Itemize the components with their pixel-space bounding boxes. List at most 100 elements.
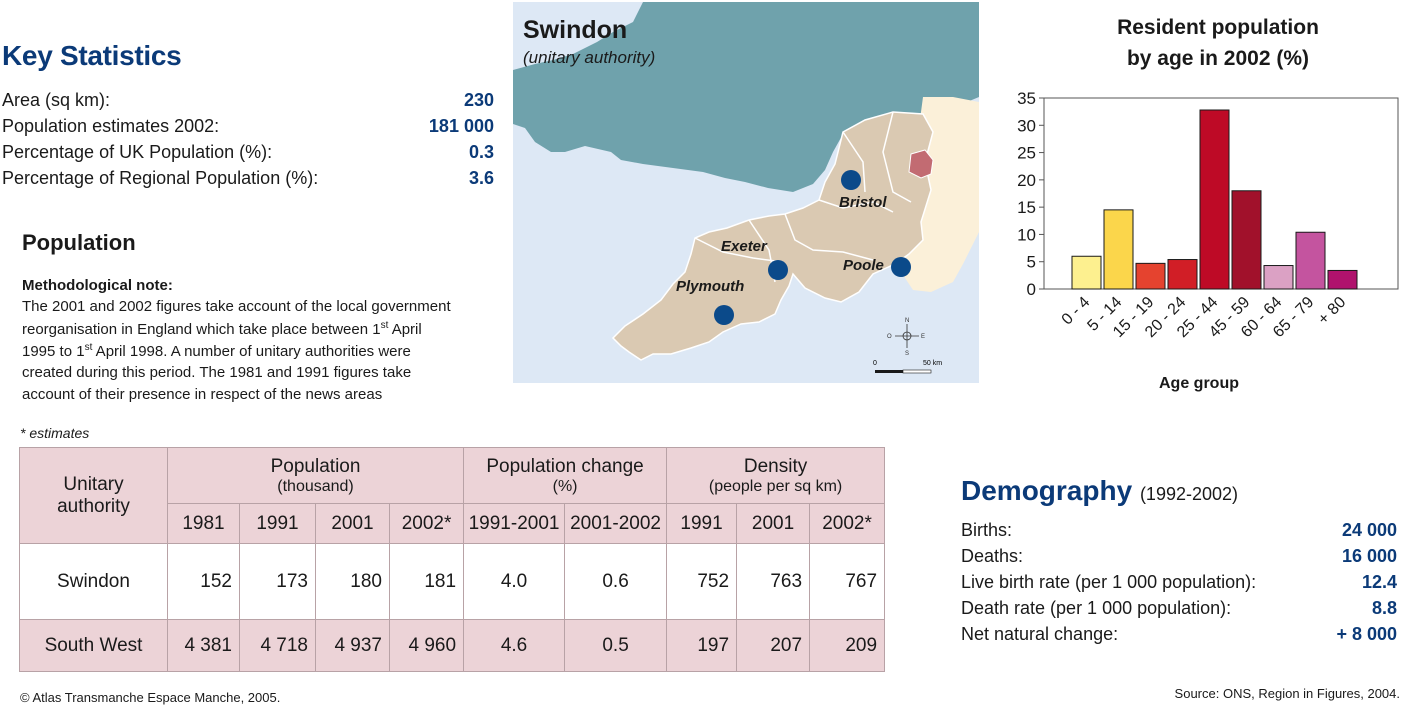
header-density: Density (people per sq km) bbox=[666, 447, 886, 504]
chart-title: Resident population by age in 2002 (%) bbox=[1060, 12, 1376, 74]
compass-n: N bbox=[905, 318, 909, 324]
note-line: The 2001 and 2002 figures take account o… bbox=[22, 298, 451, 315]
table-cell: 152 bbox=[167, 543, 240, 620]
y-tick-label: 30 bbox=[1017, 116, 1036, 135]
table-cell: 4 718 bbox=[239, 619, 316, 672]
note-text: reorganisation in England which take pla… bbox=[22, 321, 381, 338]
demography-period: (1992-2002) bbox=[1139, 484, 1239, 504]
compass-icon: N S E O bbox=[887, 318, 925, 357]
stat-row-area: Area (sq km): 230 bbox=[2, 90, 494, 116]
compass-w: O bbox=[887, 334, 892, 340]
demo-value: 24 000 bbox=[1341, 520, 1397, 540]
stat-label: Percentage of Regional Population (%): bbox=[2, 168, 319, 188]
stat-value: 3.6 bbox=[468, 168, 494, 188]
y-tick-label: 10 bbox=[1017, 225, 1036, 244]
header-text: authority bbox=[57, 495, 130, 517]
y-tick-label: 15 bbox=[1017, 198, 1036, 217]
column-header: 1991 bbox=[239, 503, 316, 544]
column-header: 2002* bbox=[809, 503, 886, 544]
table-row: Swindon 152 173 180 181 4.0 0.6 752 763 … bbox=[19, 543, 886, 620]
key-statistics-title: Key Statistics bbox=[2, 40, 182, 71]
city-marker-exeter bbox=[768, 260, 788, 280]
y-tick-label: 35 bbox=[1017, 89, 1036, 108]
column-header: 2002* bbox=[388, 503, 465, 544]
header-group-sub: (thousand) bbox=[277, 477, 354, 495]
demography-title: Demography bbox=[961, 475, 1133, 506]
demography-heading: Demography (1992-2002) bbox=[961, 475, 1238, 507]
y-tick-label: 25 bbox=[1017, 144, 1036, 163]
stat-value: 230 bbox=[463, 90, 494, 110]
x-tick-label: + 80 bbox=[1315, 294, 1349, 328]
header-text: Unitary bbox=[63, 473, 124, 495]
demo-row-deaths: Deaths: 16 000 bbox=[961, 546, 1397, 572]
scale-end: 50 km bbox=[923, 360, 942, 367]
demo-value: 8.8 bbox=[1371, 598, 1397, 618]
table-cell: 0.6 bbox=[564, 543, 668, 620]
demo-label: Births: bbox=[961, 520, 1013, 540]
table-cell: 4 960 bbox=[388, 619, 465, 672]
column-header: 1981 bbox=[167, 503, 240, 544]
header-group-title: Population bbox=[270, 455, 361, 477]
column-header: 2001 bbox=[736, 503, 811, 544]
note-line: account of their presence in respect of … bbox=[22, 386, 383, 403]
row-name: South West bbox=[19, 619, 168, 672]
bar-0 bbox=[1071, 255, 1102, 290]
demo-label: Death rate (per 1 000 population): bbox=[961, 598, 1232, 618]
map-title: Swindon bbox=[523, 16, 628, 44]
note-line: reorganisation in England which take pla… bbox=[22, 320, 422, 338]
bar-6 bbox=[1263, 265, 1294, 290]
demo-value: + 8 000 bbox=[1336, 624, 1397, 644]
y-tick-label: 5 bbox=[1027, 253, 1036, 272]
chart-title-line: Resident population bbox=[1117, 16, 1319, 39]
table-cell: 4 381 bbox=[167, 619, 240, 672]
header-unitary-authority: Unitary authority bbox=[19, 447, 168, 544]
demo-row-births: Births: 24 000 bbox=[961, 520, 1397, 546]
scale-start: 0 bbox=[873, 360, 877, 367]
demo-label: Live birth rate (per 1 000 population): bbox=[961, 572, 1257, 592]
estimates-note: * estimates bbox=[20, 425, 90, 441]
bar-2 bbox=[1135, 262, 1166, 290]
chart-title-line: by age in 2002 (%) bbox=[1126, 47, 1310, 70]
header-group-title: Density bbox=[743, 455, 808, 477]
stat-label: Area (sq km): bbox=[2, 90, 111, 110]
table-cell: 767 bbox=[809, 543, 886, 620]
city-label-plymouth: Plymouth bbox=[676, 278, 745, 295]
table-cell: 4.0 bbox=[463, 543, 566, 620]
table-cell: 4.6 bbox=[463, 619, 566, 672]
demo-row-net-natural-change: Net natural change: + 8 000 bbox=[961, 624, 1397, 650]
note-sup: st bbox=[380, 320, 389, 331]
compass-e: E bbox=[921, 334, 925, 340]
header-population: Population (thousand) bbox=[166, 447, 465, 504]
row-name: Swindon bbox=[19, 543, 168, 620]
bar-1 bbox=[1103, 209, 1134, 290]
stat-value: 0.3 bbox=[468, 142, 494, 162]
table-cell: 180 bbox=[315, 543, 390, 620]
header-group-sub: (people per sq km) bbox=[708, 477, 843, 495]
bar-3 bbox=[1167, 259, 1198, 290]
swindon-area bbox=[908, 149, 934, 179]
city-label-poole: Poole bbox=[843, 257, 884, 274]
population-title: Population bbox=[22, 230, 136, 255]
scale-bar: 0 50 km bbox=[873, 360, 942, 374]
demo-row-death-rate: Death rate (per 1 000 population): 8.8 bbox=[961, 598, 1397, 624]
demo-row-live-birth-rate: Live birth rate (per 1 000 population): … bbox=[961, 572, 1397, 598]
city-label-bristol: Bristol bbox=[839, 194, 887, 211]
sea-inlet bbox=[513, 2, 643, 70]
y-tick-label: 20 bbox=[1017, 171, 1036, 190]
note-line: 1995 to 1st April 1998. A number of unit… bbox=[22, 342, 411, 360]
note-text: April bbox=[388, 321, 422, 338]
city-marker-plymouth bbox=[714, 305, 734, 325]
header-population-change: Population change (%) bbox=[463, 447, 668, 504]
stat-row-population: Population estimates 2002: 181 000 bbox=[2, 116, 494, 142]
table-cell: 752 bbox=[666, 543, 738, 620]
table-cell: 173 bbox=[239, 543, 316, 620]
methodological-note-title: Methodological note: bbox=[22, 277, 173, 294]
y-tick-label: 0 bbox=[1027, 280, 1036, 299]
column-header: 1991-2001 bbox=[463, 503, 566, 544]
note-text: April 1998. A number of unitary authorit… bbox=[92, 343, 411, 360]
note-text: 1995 to 1 bbox=[22, 343, 85, 360]
demo-label: Net natural change: bbox=[961, 624, 1119, 644]
region-map: N S E O 0 50 km bbox=[513, 2, 979, 383]
wales-landmass bbox=[513, 2, 979, 192]
